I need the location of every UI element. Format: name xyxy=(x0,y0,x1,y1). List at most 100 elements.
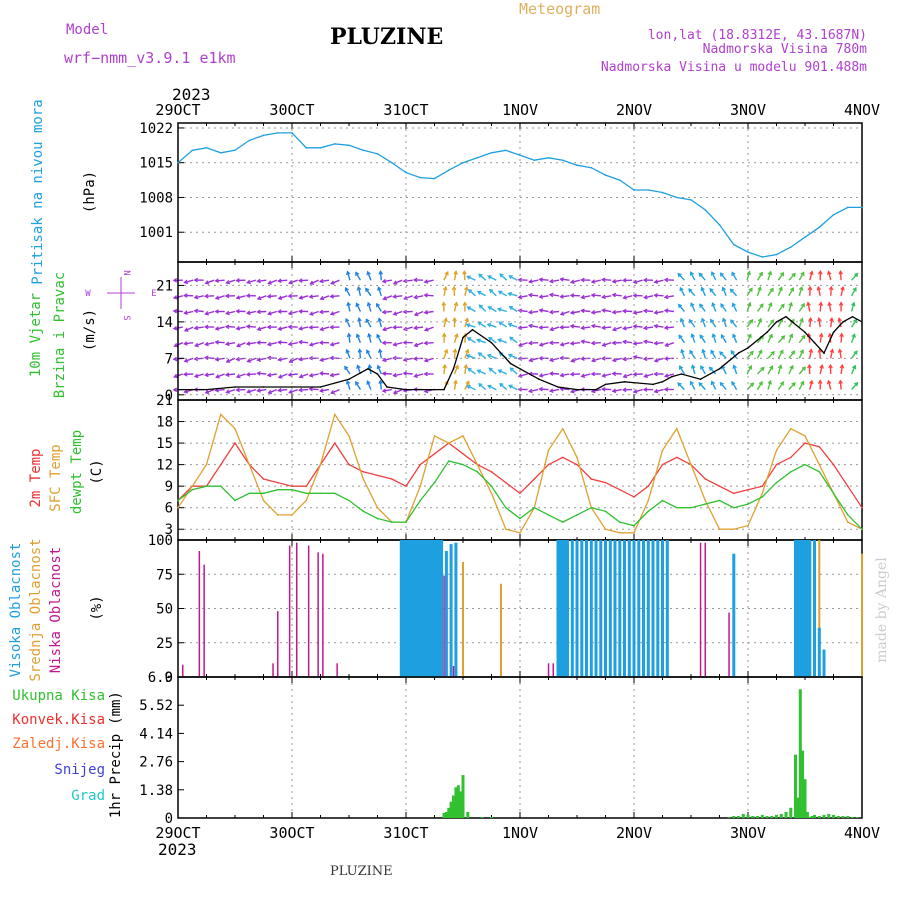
wind-arrow-head xyxy=(193,294,199,300)
wind-arrow-head xyxy=(488,367,493,372)
wind-arrow xyxy=(539,278,549,281)
wind-arrow-head xyxy=(819,364,824,369)
wind-arrow xyxy=(767,334,773,344)
wind-arrow xyxy=(320,310,330,313)
clouds-ytick-label: 100 xyxy=(148,533,173,549)
pressure-data-point xyxy=(562,159,564,161)
elevation-label: Nadmorska Visina 780m xyxy=(703,42,868,57)
wind-arrow-head xyxy=(330,389,335,395)
wind-arrow xyxy=(690,271,696,281)
wind-data-point xyxy=(832,331,835,334)
clouds-bar xyxy=(580,540,584,677)
wind-arrow-head xyxy=(711,332,717,338)
wind-arrow xyxy=(539,295,549,298)
wind-arrow xyxy=(623,326,633,330)
wind-arrow xyxy=(767,319,775,328)
wind-arrow-head xyxy=(632,389,638,394)
wind-arrow xyxy=(688,319,696,328)
pressure-ytick-label: 1008 xyxy=(139,191,173,207)
temperature-data-point xyxy=(262,478,265,480)
wind-arrow xyxy=(346,271,351,281)
temperature-data-point xyxy=(818,471,821,473)
temperature-data-point xyxy=(205,485,208,488)
wind-arrow xyxy=(330,279,340,285)
wind-ylabel-1: 10m Vjetar xyxy=(28,293,44,377)
wind-arrow-head xyxy=(663,387,669,392)
wind-arrow-head xyxy=(392,355,397,361)
temperature-data-point xyxy=(462,435,464,437)
clouds-bar xyxy=(428,540,432,677)
wind-arrow xyxy=(377,365,382,375)
wind-arrow xyxy=(612,388,622,392)
wind-arrow-head xyxy=(801,334,806,340)
pressure-data-point xyxy=(647,189,650,191)
temperature-data-point xyxy=(334,442,336,444)
wind-arrow-head xyxy=(298,339,303,345)
wind-arrow-head xyxy=(851,364,857,370)
wind-arrow-head xyxy=(709,287,714,293)
wind-arrow xyxy=(358,349,362,359)
clouds-bar xyxy=(618,540,622,677)
wind-arrow-head xyxy=(678,334,683,339)
clouds-bar xyxy=(796,540,800,677)
wind-arrow-head xyxy=(621,387,627,393)
wind-arrow xyxy=(487,323,497,328)
wind-data-point xyxy=(367,368,369,370)
clouds-bar xyxy=(547,663,550,677)
wind-arrow xyxy=(393,279,403,285)
wind-arrow-head xyxy=(423,357,429,363)
precip-bar xyxy=(760,814,764,818)
precip-bar xyxy=(732,816,736,818)
temperature-data-point xyxy=(362,510,365,513)
wind-arrow-head xyxy=(700,365,705,370)
wind-arrow-head xyxy=(497,290,503,295)
clouds-bar xyxy=(500,583,502,677)
wind-arrow-head xyxy=(442,363,447,369)
wind-arrow xyxy=(194,373,204,378)
wind-arrow-head xyxy=(622,339,627,345)
wind-arrow-head xyxy=(679,365,684,370)
wind-arrow-head xyxy=(700,317,706,323)
wind-arrow xyxy=(355,303,362,312)
wind-arrow-head xyxy=(235,295,241,300)
wind-arrow xyxy=(851,382,859,391)
wind-arrow-head xyxy=(214,357,220,362)
wind-arrow xyxy=(777,365,782,375)
wind-arrow xyxy=(633,388,643,393)
wind-arrow-head xyxy=(224,341,230,347)
pressure-ytick-label: 1015 xyxy=(139,156,173,172)
temperature-data-point xyxy=(362,471,365,473)
wind-arrow xyxy=(299,357,309,361)
wind-arrow-head xyxy=(344,286,349,292)
wind-arrow xyxy=(529,294,539,297)
clouds-unit: (%) xyxy=(89,595,105,620)
wind-arrow-head xyxy=(172,325,178,331)
wind-arrow-head xyxy=(688,288,693,293)
temperature-data-point xyxy=(519,532,521,534)
clouds-bar xyxy=(404,540,408,677)
wind-arrow-head xyxy=(463,363,469,369)
wind-arrow-head xyxy=(791,272,796,278)
wind-arrow xyxy=(226,357,236,363)
clouds-bar xyxy=(794,540,797,677)
wind-arrow-head xyxy=(622,295,627,300)
wind-arrow-head xyxy=(852,286,857,292)
wind-arrow xyxy=(498,321,508,328)
wind-arrow-head xyxy=(256,357,262,362)
wind-panel-labels: 10m Vjetar Brzina i Pravac (m/s) N S E W xyxy=(28,270,157,398)
x-label-top: 31OCT xyxy=(383,101,428,119)
wind-arrow-head xyxy=(309,280,314,285)
wind-arrow xyxy=(722,318,727,328)
clouds-bar xyxy=(561,540,565,677)
wind-arrow-head xyxy=(366,349,371,354)
wind-arrow-head xyxy=(172,295,178,300)
wind-arrow-head xyxy=(698,382,703,387)
clouds-bar xyxy=(182,664,184,677)
clouds-ytick-label: 0 xyxy=(165,670,173,686)
wind-arrow xyxy=(478,304,487,312)
wind-arrow xyxy=(226,310,236,315)
wind-arrow xyxy=(807,302,811,312)
temperature-data-point xyxy=(761,485,764,488)
wind-arrow-head xyxy=(642,325,648,331)
precip-bar xyxy=(459,791,463,818)
